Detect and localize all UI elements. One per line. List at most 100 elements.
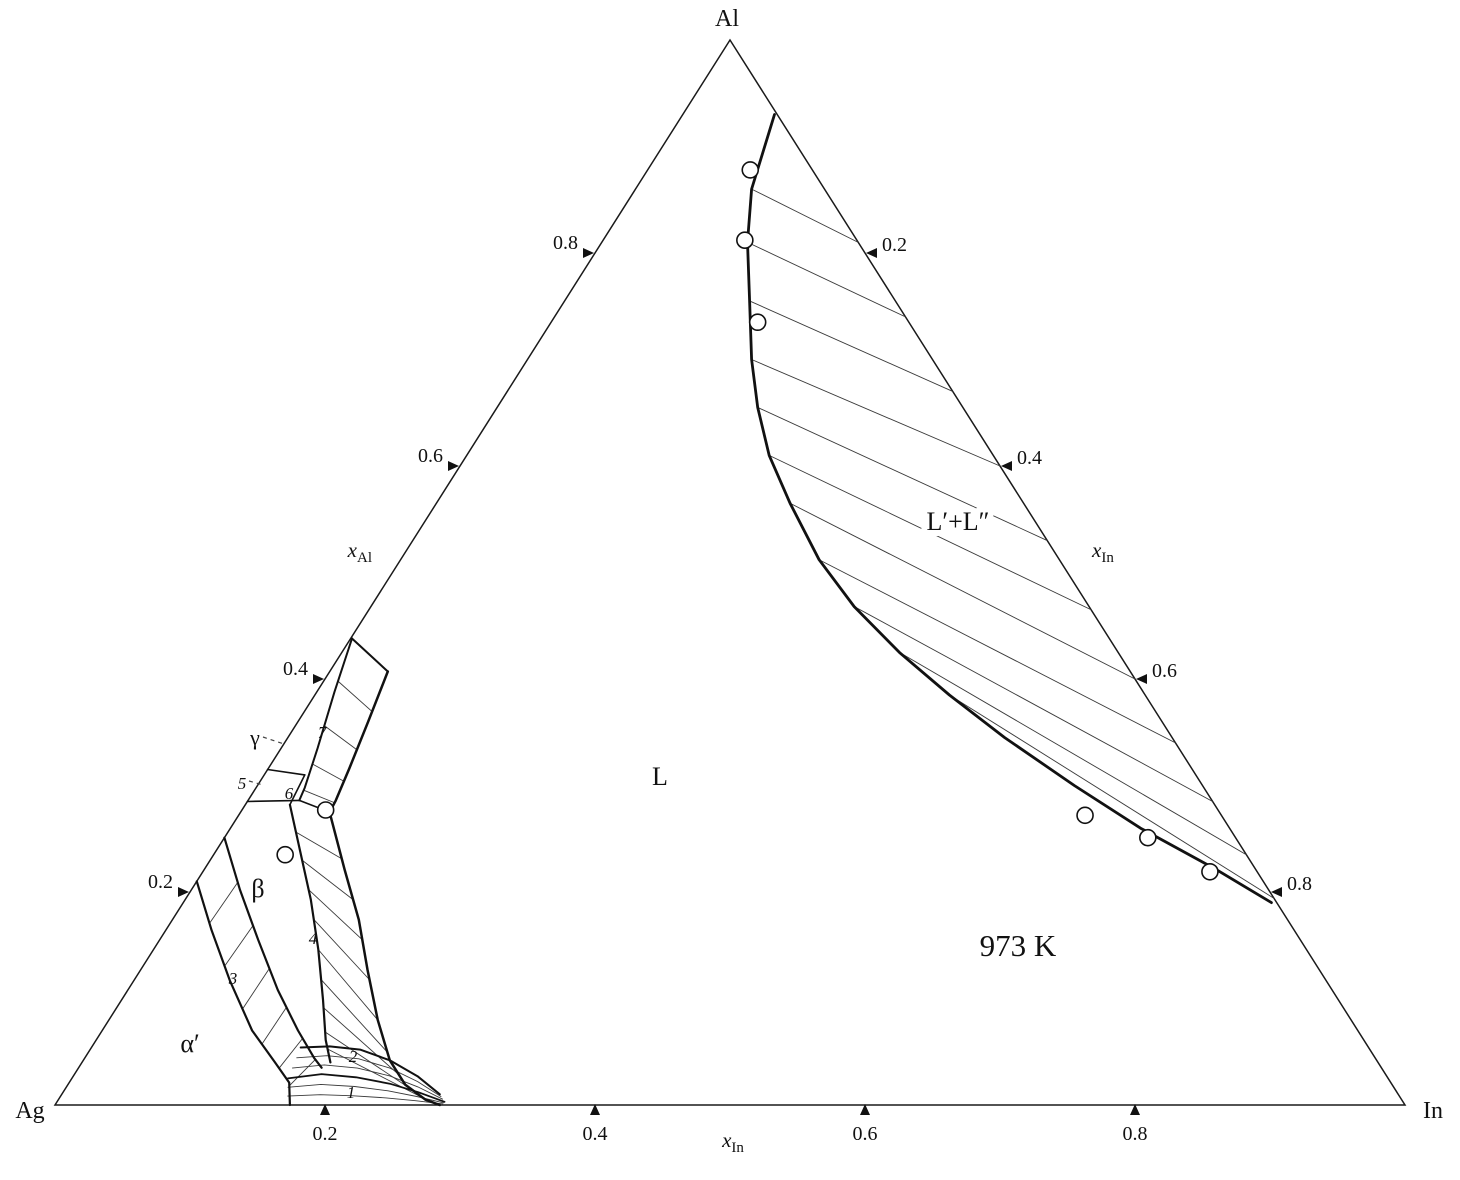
bottom-axis-tick-arrow [1130, 1104, 1140, 1115]
tie-line-region-2 [296, 1055, 442, 1098]
right-axis-tick-arrow [1271, 887, 1282, 897]
right-axis-tick-label: 0.4 [1017, 447, 1042, 469]
left-axis-label: xAl [347, 538, 372, 566]
tie-line-region-3 [278, 1038, 303, 1069]
tie-line [853, 606, 1213, 802]
tie-line-region-2 [292, 1064, 444, 1100]
right-axis-tick-arrow [1136, 674, 1147, 684]
experimental-point [1076, 806, 1094, 825]
phase-label-liquid: L [652, 762, 668, 791]
tie-line-region-3 [242, 968, 270, 1010]
tie-line-region-3 [224, 925, 254, 967]
region-label-7: 7 [318, 723, 328, 742]
phase-boundary-c_h [287, 1073, 446, 1103]
tie-line-region-7 [303, 789, 335, 804]
right-axis-tick-label: 0.6 [1152, 660, 1177, 682]
phase-label-beta: β [251, 874, 264, 903]
phase-boundary-c_d [329, 814, 441, 1107]
right-axis-tick-label: 0.2 [882, 234, 907, 256]
tie-line [751, 188, 859, 243]
region-label-6: 6 [285, 784, 294, 803]
tie-line-region-3 [289, 1059, 316, 1087]
phase-label-gamma: γ [249, 725, 260, 750]
tie-line [789, 502, 1136, 680]
phase-boundary-g5 [266, 768, 306, 776]
tie-line [747, 241, 906, 318]
label-leader-line [248, 780, 264, 786]
tie-line [768, 454, 1092, 611]
tie-line [949, 694, 1275, 899]
region-label-1: 1 [347, 1083, 356, 1102]
tie-line [749, 300, 953, 392]
experimental-point [276, 845, 294, 864]
phase-boundary-c_b [223, 836, 323, 1069]
right-axis-tick-label: 0.8 [1287, 873, 1312, 895]
region-label-5: 5 [238, 774, 247, 793]
label-leader-line [262, 736, 285, 745]
phase-label-two-liquids: L′+L″ [927, 507, 990, 536]
bottom-axis-label: xIn [721, 1128, 744, 1156]
phase-label-alpha: α′ [180, 1029, 199, 1058]
tie-line-region-4 [308, 889, 363, 941]
tie-line [818, 559, 1176, 744]
experimental-point [1201, 862, 1219, 881]
region-label-4: 4 [309, 929, 318, 948]
left-axis-tick-arrow [448, 461, 459, 471]
right-axis-label: xIn [1091, 538, 1114, 566]
corner-label-in: In [1423, 1098, 1443, 1124]
phase-boundary-b7r [328, 670, 390, 814]
phase-boundary-c_i [299, 1045, 441, 1096]
phase-boundary-cap7 [351, 637, 389, 673]
left-axis-tick-arrow [583, 248, 594, 258]
phase-boundary-b7l [298, 637, 353, 802]
temperature-label: 973 K [980, 928, 1057, 963]
tie-line [751, 359, 1001, 467]
bottom-axis-tick-arrow [590, 1104, 600, 1115]
tie-line-region-4 [323, 1007, 400, 1076]
bottom-axis-tick-label: 0.4 [583, 1123, 608, 1145]
corner-label-al: Al [715, 6, 739, 32]
experimental-point [736, 231, 754, 250]
triangle-frame [53, 38, 1407, 1106]
tie-line-region-3 [261, 1007, 287, 1045]
tie-line [757, 407, 1048, 541]
tie-line-region-4 [301, 859, 354, 901]
experimental-point [741, 161, 760, 179]
left-axis-tick-arrow [178, 887, 189, 897]
bottom-axis-tick-arrow [320, 1104, 330, 1115]
tie-line-region-7 [324, 725, 358, 751]
tie-line-region-3 [209, 882, 239, 924]
left-axis-tick-label: 0.2 [148, 871, 173, 893]
tie-line-region-4 [295, 831, 342, 860]
corner-label-ag: Ag [15, 1098, 44, 1124]
tie-line-region-7 [312, 763, 345, 782]
left-axis-tick-label: 0.8 [553, 232, 578, 254]
experimental-point [316, 801, 335, 819]
phase-boundary-s56 [289, 774, 306, 806]
tie-line-region-4 [324, 1031, 414, 1092]
tie-line-region-4 [320, 979, 388, 1053]
phase-boundary-c_c [288, 803, 332, 1064]
bottom-axis-tick-label: 0.8 [1123, 1123, 1148, 1145]
bottom-axis-tick-label: 0.6 [853, 1123, 878, 1145]
binodal-curve [746, 113, 1273, 904]
experimental-point [1139, 828, 1157, 847]
tie-line-region-1 [287, 1094, 444, 1105]
left-axis-tick-arrow [313, 674, 324, 684]
left-axis-tick-label: 0.6 [418, 445, 443, 467]
generated-geometry-layer: 0.2 0.4 0.6 0.8 0.2 0.4 0.6 0.8 0.2 0.4 0.6 0.8 [53, 38, 1407, 1145]
tie-line-region-4 [313, 919, 370, 981]
phase-boundary-c_a [195, 880, 291, 1107]
experimental-point [748, 313, 767, 332]
bottom-axis-tick-label: 0.2 [313, 1123, 338, 1145]
tie-line-region-7 [337, 680, 373, 712]
region-label-2: 2 [349, 1047, 358, 1066]
left-axis-tick-label: 0.4 [283, 658, 308, 680]
region-label-3: 3 [228, 969, 238, 988]
right-axis-tick-arrow [866, 248, 877, 258]
tie-line-region-4 [317, 949, 378, 1021]
tie-line [899, 651, 1247, 856]
bottom-axis-tick-arrow [860, 1104, 870, 1115]
